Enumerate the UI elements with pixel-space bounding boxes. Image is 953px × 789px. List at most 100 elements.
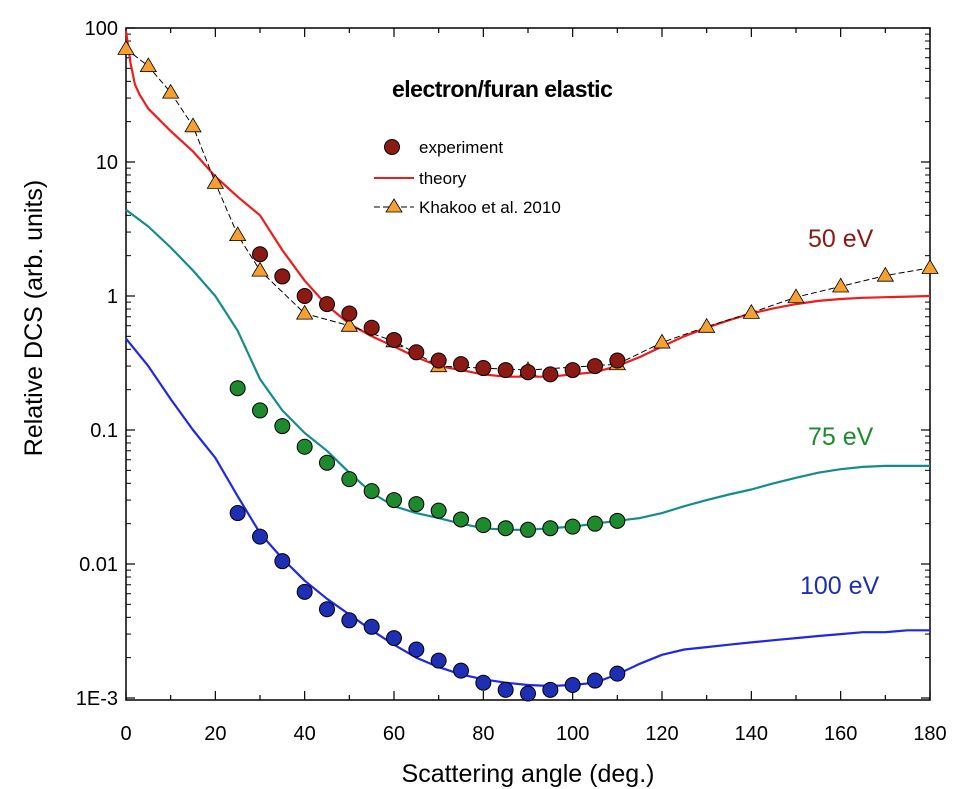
experiment-point-75ev [341,471,358,488]
legend-experiment-marker [384,139,400,155]
khakoo-point [742,303,761,319]
experiment-point-100ev [542,681,559,698]
khakoo-point [251,261,269,277]
experiment-point-50ev [274,268,291,285]
khakoo-point [295,304,314,320]
khakoo-point [876,266,895,282]
khakoo-point [139,57,158,73]
x-tick-label: 160 [824,723,857,745]
experiment-point-75ev [363,483,380,500]
label-75ev: 75 eV [808,423,874,451]
experiment-point-100ev [363,618,380,635]
khakoo-point [206,173,225,189]
x-tick-label: 140 [735,723,768,745]
experiment-point-100ev [475,674,492,691]
x-tick-label: 120 [645,723,678,745]
legend-theory-label: theory [419,169,467,188]
legend-khakoo-label: Khakoo et al. 2010 [419,198,561,217]
y-tick-label: 0.01 [79,554,118,576]
x-tick-label: 80 [472,723,494,745]
experiment-point-50ev [497,362,514,379]
experiment-point-75ev [609,512,626,529]
x-tick-label: 40 [294,723,316,745]
legend-khakoo-marker [385,198,403,213]
experiment-point-100ev [319,601,335,618]
experiment-point-50ev [475,360,492,377]
experiment-point-100ev [296,583,313,600]
x-tick-label: 100 [556,723,589,745]
experiment-point-100ev [564,677,581,694]
y-tick-label: 10 [96,152,118,174]
x-axis-ticks: 0 20 40 60 80 100 120 140 160 180 [120,28,947,745]
experiment-point-50ev [542,366,559,383]
experiment-point-75ev [252,402,268,419]
experiment-point-75ev [296,438,313,455]
khakoo-point [161,83,180,99]
experiment-point-50ev [430,352,447,369]
experiment-point-100ev [274,553,291,570]
experiment-point-50ev [453,356,469,373]
label-50ev: 50 eV [808,225,874,253]
experiment-point-50ev [252,246,268,263]
experiment-point-50ev [319,296,335,313]
experiment-point-100ev [408,641,425,658]
experiment-point-100ev [609,665,626,682]
experiment-point-100ev [497,681,514,698]
theory-line-50ev [124,30,931,378]
experiment-point-100ev [252,528,268,545]
experiment-point-75ev [542,520,559,537]
experiment-point-75ev [497,520,514,537]
khakoo-point [228,226,247,242]
experiment-point-75ev [408,496,425,513]
experiment-point-50ev [386,331,402,348]
experiment-point-75ev [386,492,402,509]
khakoo-point [697,317,716,333]
experiment-point-100ev [341,612,358,629]
experiment-point-100ev [430,652,447,669]
x-tick-label: 20 [204,723,226,745]
experiment-point-50ev [296,288,313,304]
khakoo-point [184,117,202,133]
experiment-point-50ev [587,358,603,375]
khakoo-point [653,333,671,349]
y-tick-label: 1E-3 [76,688,118,710]
experiment-point-75ev [274,418,291,435]
experiment-point-75ev [430,502,447,519]
y-tick-label: 100 [85,18,118,40]
experiment-point-75ev [520,521,536,538]
experiment-point-100ev [453,662,469,679]
x-axis-title: Scattering angle (deg.) [402,760,655,788]
khakoo-point [340,316,359,332]
experiment-point-100ev [229,505,246,522]
khakoo-point [787,288,805,304]
y-axis-title: Relative DCS (arb. units) [20,180,48,456]
khakoo-point [117,39,135,55]
y-axis-ticks: 100 10 1 0.1 0.01 1E-3 [76,18,930,710]
y-tick-label: 0.1 [90,420,118,442]
khakoo-point [921,259,939,274]
experiment-point-75ev [229,380,246,397]
legend-experiment-label: experiment [419,138,503,157]
x-tick-label: 60 [383,723,405,745]
experiment-point-50ev [363,319,380,336]
experiment-point-75ev [587,515,603,532]
label-100ev: 100 eV [800,572,880,600]
experiment-point-100ev [386,630,402,647]
chart-title: electron/furan elastic [392,76,613,102]
experiment-point-50ev [408,344,425,361]
experiment-point-50ev [564,362,581,379]
experiment-point-50ev [520,364,536,381]
experiment-point-50ev [341,305,358,322]
legend: experiment theory Khakoo et al. 2010 [374,138,561,217]
khakoo-point [831,277,850,293]
experiment-point-75ev [564,518,581,535]
series-layer [117,30,939,702]
x-tick-label: 0 [120,723,131,745]
theory-line-100ev [125,338,930,688]
experiment-point-75ev [319,454,335,471]
experiment-point-100ev [520,685,536,702]
x-tick-label: 180 [913,723,946,745]
experiment-point-75ev [453,511,469,528]
experiment-point-50ev [609,352,626,369]
